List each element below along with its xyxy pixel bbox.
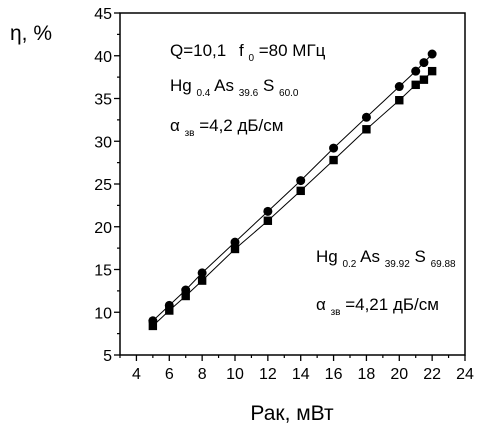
annotation-el-s-b: S — [415, 247, 426, 266]
annotation-el-hg: Hg — [170, 76, 192, 95]
data-point-square — [165, 306, 174, 315]
annotation-el-s: S — [263, 76, 274, 95]
annotation-attenuation-bottom: α зв =4,21 дБ/см — [316, 295, 439, 319]
data-point-square — [419, 75, 429, 84]
x-tick-label: 8 — [198, 366, 207, 383]
y-tick-label: 15 — [94, 263, 112, 280]
x-tick-label: 18 — [358, 366, 376, 383]
data-point-square — [230, 244, 240, 254]
data-point-circle — [419, 58, 429, 68]
y-tick-label: 25 — [94, 177, 112, 194]
annotation-alpha-b: α — [316, 295, 326, 314]
x-tick-label: 22 — [423, 366, 441, 383]
data-point-circle — [197, 268, 207, 278]
series-line-2 — [152, 70, 433, 327]
annotation-f-subscript: 0 — [248, 53, 254, 64]
annotation-composition-top: Hg 0.4 As 39.6 S 60.0 — [170, 76, 299, 100]
annotation-q-frequency: Q=10,1 f 0 =80 МГц — [170, 41, 326, 65]
data-point-circle — [263, 206, 273, 216]
y-tick-label: 40 — [94, 49, 112, 66]
x-tick-label: 16 — [325, 366, 343, 383]
data-point-square — [411, 80, 420, 90]
data-point-square — [329, 155, 338, 165]
data-point-circle — [394, 82, 404, 92]
data-point-square — [148, 321, 158, 331]
annotation-f-symbol: f — [239, 41, 244, 60]
y-tick-label: 35 — [94, 92, 112, 109]
data-point-square — [395, 96, 404, 105]
x-tick-label: 4 — [132, 366, 141, 383]
data-point-square — [181, 291, 190, 301]
annotation-alpha-sub: зв — [185, 128, 195, 139]
x-tick-label: 10 — [226, 366, 244, 383]
x-tick-label: 6 — [165, 366, 174, 383]
annotation-el-hg-b: Hg — [316, 247, 338, 266]
x-tick-label: 24 — [456, 366, 474, 383]
x-axis-title: Рак, мВт — [250, 402, 334, 425]
data-point-circle — [230, 237, 240, 247]
y-tick-label: 30 — [94, 134, 112, 151]
annotation-alpha-sub-b: зв — [331, 307, 341, 318]
annotation-el-as: As — [214, 76, 234, 95]
data-point-square — [263, 216, 273, 225]
y-tick-label: 20 — [94, 220, 112, 237]
data-point-circle — [427, 49, 437, 59]
y-tick-label: 10 — [94, 305, 112, 322]
annotation-alpha-value: =4,2 дБ/см — [199, 116, 283, 135]
x-tick-label: 12 — [259, 366, 277, 383]
annotation-attenuation-top: α зв =4,2 дБ/см — [170, 116, 283, 140]
y-axis-title: η, % — [10, 22, 52, 45]
annotation-composition-bottom: Hg 0.2 As 39.92 S 69.88 — [316, 247, 456, 271]
data-point-circle — [361, 112, 371, 122]
annotation-f-value: =80 МГц — [259, 41, 326, 60]
axis-ticks: 4 6 8 10 12 14 16 18 20 22 24 5 10 15 20 25 30 35 40 45 — [94, 6, 474, 383]
annotation-sub-hg-b: 0.2 — [342, 259, 356, 270]
data-point-circle — [329, 143, 339, 153]
annotation-sub-as: 39.6 — [239, 88, 259, 99]
data-markers — [148, 49, 437, 331]
data-point-square — [197, 276, 207, 285]
annotation-alpha: α — [170, 116, 180, 135]
annotation-q-value: Q=10,1 — [170, 41, 226, 60]
annotation-sub-hg: 0.4 — [196, 88, 210, 99]
y-tick-label: 45 — [94, 6, 112, 23]
x-tick-label: 20 — [390, 366, 408, 383]
data-point-circle — [296, 176, 306, 186]
y-tick-label: 5 — [103, 348, 112, 365]
x-tick-label: 14 — [292, 366, 310, 383]
annotation-sub-s: 60.0 — [279, 88, 299, 99]
data-point-square — [296, 186, 305, 196]
data-point-square — [362, 125, 371, 134]
data-point-square — [427, 66, 437, 76]
data-point-circle — [411, 66, 421, 76]
annotation-el-as-b: As — [360, 247, 380, 266]
annotation-sub-s-b: 69.88 — [431, 259, 456, 270]
annotation-alpha-value-b: =4,21 дБ/см — [345, 295, 439, 314]
annotation-sub-as-b: 39.92 — [385, 259, 410, 270]
